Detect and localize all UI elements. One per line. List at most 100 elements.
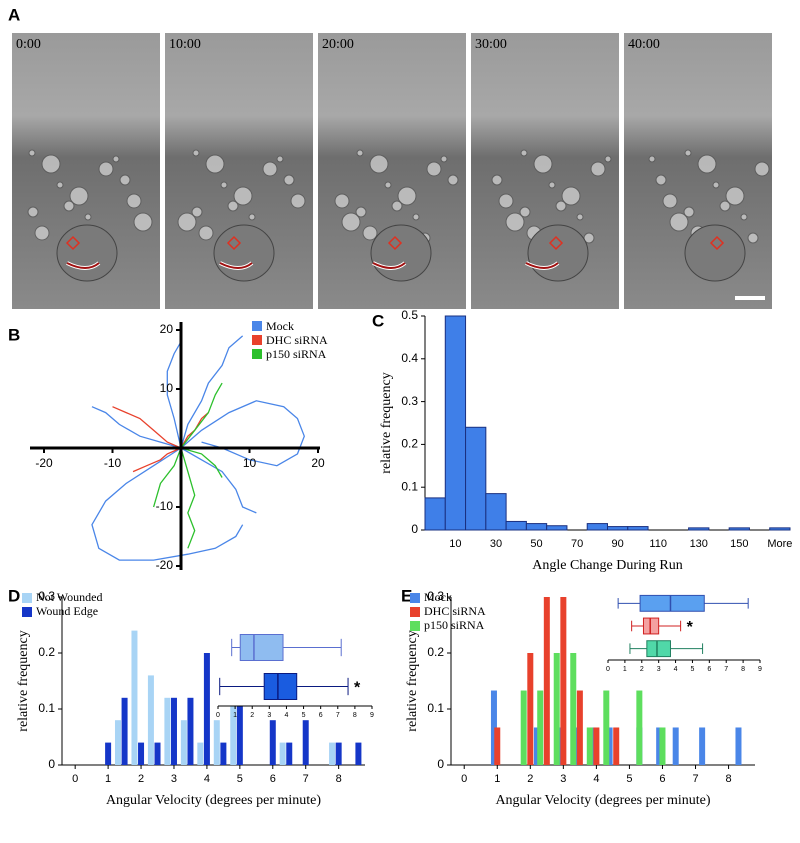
vesicle <box>355 206 367 218</box>
legend-swatch <box>252 349 262 359</box>
marker <box>548 235 564 251</box>
inset-tick-label: 4 <box>674 666 678 673</box>
inset-tick-label: 1 <box>233 712 237 719</box>
trajectory <box>180 447 257 514</box>
bar <box>527 653 534 765</box>
bar <box>424 497 446 531</box>
vesicle <box>191 206 203 218</box>
y-tick-label: 0.3 <box>38 589 55 603</box>
vesicle <box>719 200 731 212</box>
x-tick-label: 0 <box>461 773 467 785</box>
timestamp: 20:00 <box>322 37 354 52</box>
bar <box>659 727 666 765</box>
bar <box>465 426 487 531</box>
y-tick-label: 0.3 <box>401 394 418 408</box>
bar <box>154 742 161 765</box>
arrow <box>372 262 406 269</box>
vesicle <box>397 186 417 206</box>
x-tick-label: 2 <box>138 773 144 785</box>
x-tick-label: 8 <box>726 773 732 785</box>
inset-tick-label: 3 <box>657 666 661 673</box>
vesicle <box>747 232 759 244</box>
vesicle <box>362 225 378 241</box>
vesicle <box>590 161 606 177</box>
vesicle <box>41 154 61 174</box>
vesicle <box>519 206 531 218</box>
x-tick-label: 90 <box>612 538 624 550</box>
vesicle <box>491 174 503 186</box>
bar <box>505 520 527 531</box>
vesicle <box>177 212 197 232</box>
vesicle <box>498 193 514 209</box>
y-tick-label: -10 <box>156 499 174 513</box>
x-tick-label: 10 <box>449 538 461 550</box>
panel-label: B <box>8 325 20 344</box>
y-tick-label: 0 <box>411 522 418 536</box>
vesicle <box>391 200 403 212</box>
inset-tick-label: 6 <box>707 666 711 673</box>
x-tick-label: 110 <box>649 538 667 550</box>
trajectory <box>112 406 182 449</box>
vesicle <box>725 186 745 206</box>
marker <box>387 235 403 251</box>
legend-label: DHC siRNA <box>266 333 328 347</box>
y-tick-label: 0.2 <box>401 437 418 451</box>
y-tick-label: 0 <box>48 757 55 771</box>
vesicle <box>576 213 584 221</box>
x-axis-title: Angular Velocity (degrees per minute) <box>106 793 321 808</box>
vesicle <box>697 154 717 174</box>
inset-tick-label: 8 <box>741 666 745 673</box>
vesicle <box>684 149 692 157</box>
significance: * <box>687 619 694 636</box>
bar <box>576 690 583 765</box>
bar <box>728 527 750 531</box>
x-tick-label: 3 <box>560 773 566 785</box>
legend-swatch <box>252 335 262 345</box>
bar <box>170 697 177 765</box>
inset-tick-label: 7 <box>336 712 340 719</box>
vesicle <box>133 212 153 232</box>
vesicle <box>548 181 556 189</box>
vesicle <box>662 193 678 209</box>
bar <box>699 727 706 765</box>
trajectory <box>132 447 182 473</box>
vesicle <box>384 181 392 189</box>
vesicle <box>220 181 228 189</box>
x-tick-label: 6 <box>659 773 665 785</box>
vesicle <box>290 193 306 209</box>
arrow <box>66 262 100 269</box>
legend-label: DHC siRNA <box>424 604 486 618</box>
bar <box>269 720 276 765</box>
vesicle <box>98 161 114 177</box>
vesicle <box>412 213 420 221</box>
bar <box>494 727 501 765</box>
vesicle <box>34 225 50 241</box>
panel-label: D <box>8 586 20 605</box>
legend-label: Not Wounded <box>36 590 102 604</box>
vesicle <box>112 155 120 163</box>
vesicle <box>28 149 36 157</box>
x-tick-label: 1 <box>105 773 111 785</box>
bar <box>335 742 342 765</box>
x-tick-label: 10 <box>243 456 257 470</box>
bar <box>236 697 243 765</box>
bar <box>329 742 336 765</box>
bar <box>355 742 362 765</box>
vesicle <box>276 155 284 163</box>
vesicle <box>84 213 92 221</box>
bar <box>180 720 187 765</box>
bar <box>279 742 286 765</box>
y-tick-label: 0.4 <box>401 351 418 365</box>
x-tick-label: 3 <box>171 773 177 785</box>
x-tick-label: 2 <box>527 773 533 785</box>
bar <box>485 493 507 531</box>
bar <box>656 727 663 765</box>
x-tick-label: 5 <box>237 773 243 785</box>
inset-tick-label: 3 <box>267 712 271 719</box>
bar <box>537 690 544 765</box>
y-axis-title: relative frequency <box>379 372 394 473</box>
nucleus <box>370 224 432 282</box>
vesicle <box>192 149 200 157</box>
vesicle <box>683 206 695 218</box>
